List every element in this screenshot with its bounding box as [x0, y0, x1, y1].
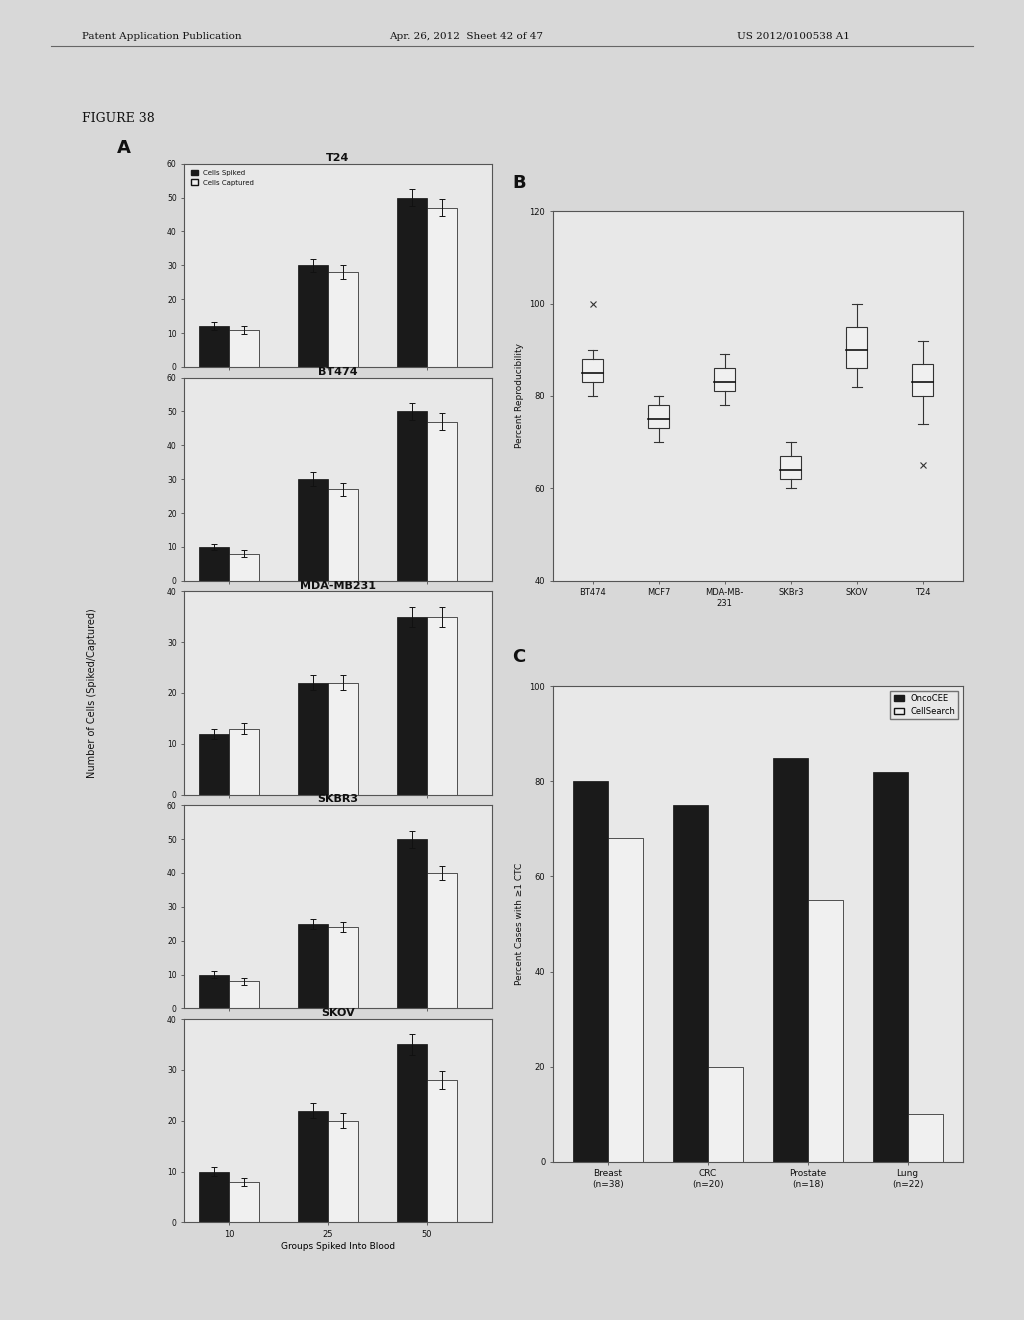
Text: Number of Cells (Spiked/Captured): Number of Cells (Spiked/Captured) — [87, 609, 97, 777]
Bar — [397, 198, 427, 367]
Bar — [872, 772, 907, 1162]
Bar — [397, 616, 427, 795]
Legend: OncoCEE, CellSearch: OncoCEE, CellSearch — [890, 690, 958, 719]
Bar — [328, 272, 357, 367]
Bar — [648, 405, 670, 428]
Title: T24: T24 — [327, 153, 349, 162]
Bar — [582, 359, 603, 381]
Text: Apr. 26, 2012  Sheet 42 of 47: Apr. 26, 2012 Sheet 42 of 47 — [389, 32, 543, 41]
Y-axis label: Percent Cases with ≥1 CTC: Percent Cases with ≥1 CTC — [515, 863, 524, 985]
Bar — [907, 1114, 942, 1162]
X-axis label: Groups Spiked Into Blood: Groups Spiked Into Blood — [281, 1242, 395, 1251]
Bar — [328, 682, 357, 795]
Bar — [229, 553, 259, 581]
Y-axis label: Percent Reproducibility: Percent Reproducibility — [515, 343, 524, 449]
Text: A: A — [117, 140, 131, 157]
Bar — [673, 805, 708, 1162]
Bar — [200, 974, 229, 1008]
Bar — [200, 326, 229, 367]
Bar — [427, 616, 457, 795]
Bar — [200, 734, 229, 795]
Title: SKBR3: SKBR3 — [317, 795, 358, 804]
Bar — [846, 326, 867, 368]
Text: Patent Application Publication: Patent Application Publication — [82, 32, 242, 41]
Title: BT474: BT474 — [318, 367, 357, 376]
Bar — [298, 682, 328, 795]
Bar — [912, 363, 934, 396]
Bar — [773, 758, 808, 1162]
Bar — [200, 1172, 229, 1222]
Bar — [397, 1044, 427, 1222]
Bar — [714, 368, 735, 391]
Bar — [808, 900, 843, 1162]
Text: B: B — [512, 174, 525, 193]
Bar — [328, 490, 357, 581]
Bar — [298, 479, 328, 581]
Bar — [427, 207, 457, 367]
Bar — [229, 729, 259, 795]
Bar — [298, 1110, 328, 1222]
Bar — [229, 330, 259, 367]
Bar — [298, 924, 328, 1008]
Bar — [573, 781, 608, 1162]
Bar — [298, 265, 328, 367]
Bar — [608, 838, 643, 1162]
Bar — [328, 1121, 357, 1222]
Bar — [397, 840, 427, 1008]
Text: US 2012/0100538 A1: US 2012/0100538 A1 — [737, 32, 850, 41]
Title: MDA-MB231: MDA-MB231 — [300, 581, 376, 590]
Bar — [708, 1067, 742, 1162]
Legend: Cells Spiked, Cells Captured: Cells Spiked, Cells Captured — [187, 168, 257, 189]
Bar — [427, 421, 457, 581]
Bar — [427, 1080, 457, 1222]
Title: SKOV: SKOV — [322, 1008, 354, 1018]
Bar — [229, 1181, 259, 1222]
Bar — [200, 546, 229, 581]
Bar — [328, 927, 357, 1008]
Bar — [427, 873, 457, 1008]
Bar — [397, 412, 427, 581]
Text: C: C — [512, 648, 525, 667]
Bar — [229, 981, 259, 1008]
Text: FIGURE 38: FIGURE 38 — [82, 112, 155, 125]
Bar — [780, 455, 802, 479]
